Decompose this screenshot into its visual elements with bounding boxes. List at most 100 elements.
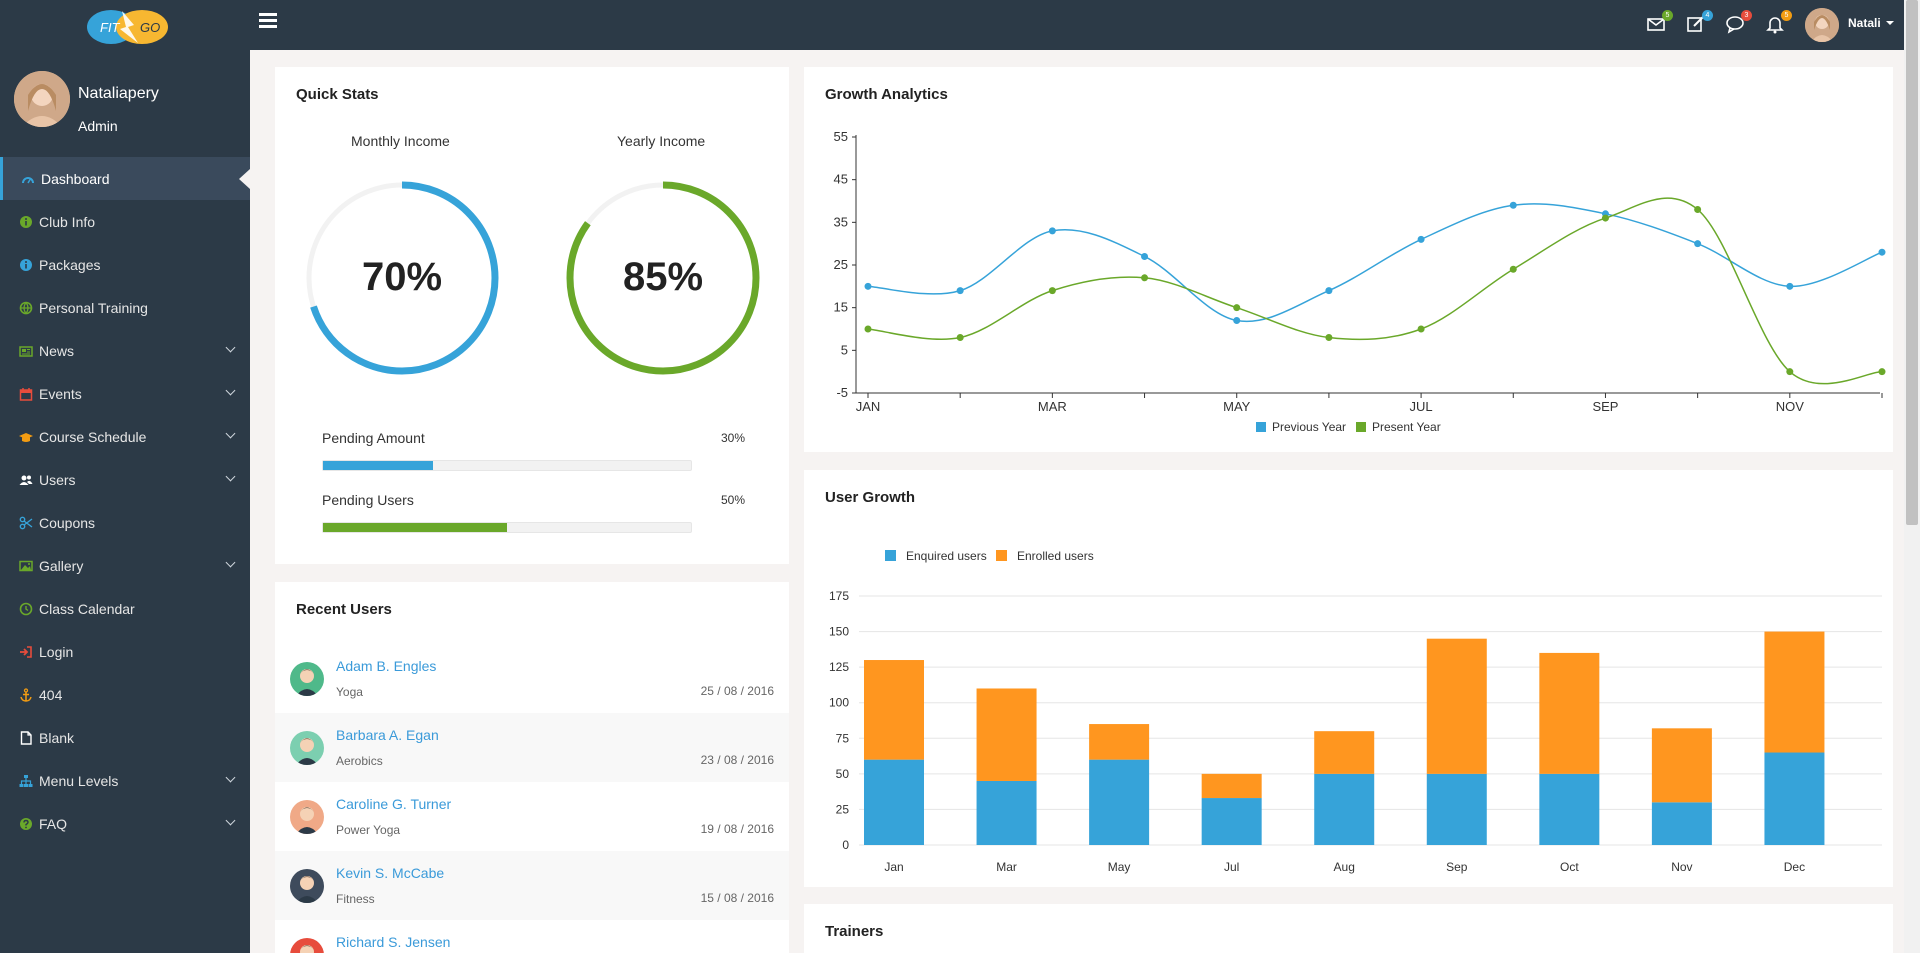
data-point-present-year[interactable] bbox=[864, 325, 872, 333]
y-tick-label: 75 bbox=[836, 731, 850, 745]
mail-icon[interactable]: 5 bbox=[1646, 10, 1673, 36]
bar-enquired-users[interactable] bbox=[1426, 773, 1487, 845]
bar-enquired-users[interactable] bbox=[1089, 759, 1150, 845]
sidebar-item-login[interactable]: Login bbox=[0, 630, 250, 673]
bar-enrolled-users[interactable] bbox=[976, 688, 1037, 781]
bar-enrolled-users[interactable] bbox=[1764, 631, 1825, 753]
data-point-present-year[interactable] bbox=[1141, 274, 1149, 282]
data-point-present-year[interactable] bbox=[1325, 334, 1333, 342]
chevron-down-icon[interactable] bbox=[225, 772, 236, 783]
data-point-present-year[interactable] bbox=[1694, 206, 1702, 214]
sidebar-item-label: Dashboard bbox=[41, 170, 110, 187]
data-point-previous-year[interactable] bbox=[1325, 287, 1333, 295]
sidebar-item-course-schedule[interactable]: Course Schedule bbox=[0, 415, 250, 458]
data-point-previous-year[interactable] bbox=[1878, 248, 1886, 256]
data-point-present-year[interactable] bbox=[1509, 265, 1517, 273]
sidebar-item-404[interactable]: 404 bbox=[0, 673, 250, 716]
bar-enrolled-users[interactable] bbox=[1201, 773, 1262, 799]
sidebar-item-coupons[interactable]: Coupons bbox=[0, 501, 250, 544]
user-row[interactable]: Barbara A. Egan Aerobics 23 / 08 / 2016 bbox=[275, 713, 789, 782]
legend-label-enrolled-users[interactable]: Enrolled users bbox=[1017, 549, 1094, 563]
scrollbar-thumb[interactable] bbox=[1906, 0, 1918, 525]
user-row[interactable]: Kevin S. McCabe Fitness 15 / 08 / 2016 bbox=[275, 851, 789, 920]
pending-amount-fill bbox=[323, 461, 434, 470]
bar-enquired-users[interactable] bbox=[1764, 752, 1825, 845]
chevron-down-icon[interactable] bbox=[225, 428, 236, 439]
series-line-previous-year bbox=[867, 203, 1883, 323]
bar-enquired-users[interactable] bbox=[1539, 773, 1600, 845]
bar-enquired-users[interactable] bbox=[976, 780, 1037, 845]
sidebar-item-users[interactable]: Users bbox=[0, 458, 250, 501]
top-username[interactable]: Natali bbox=[1848, 16, 1881, 30]
user-name-link[interactable]: Kevin S. McCabe bbox=[336, 865, 445, 881]
sidebar-item-faq[interactable]: FAQ bbox=[0, 802, 250, 845]
question-icon bbox=[19, 817, 33, 831]
data-point-present-year[interactable] bbox=[1878, 368, 1886, 376]
data-point-previous-year[interactable] bbox=[864, 282, 872, 290]
bar-enrolled-users[interactable] bbox=[1426, 638, 1487, 774]
sidebar-item-news[interactable]: News bbox=[0, 329, 250, 372]
sidebar-item-menu-levels[interactable]: Menu Levels bbox=[0, 759, 250, 802]
legend-label-present-year[interactable]: Present Year bbox=[1372, 420, 1441, 434]
edit-icon[interactable]: 4 bbox=[1686, 10, 1713, 36]
bar-enquired-users[interactable] bbox=[1201, 798, 1262, 845]
chevron-down-icon[interactable] bbox=[225, 342, 236, 353]
bar-enrolled-users[interactable] bbox=[1539, 652, 1600, 774]
chevron-down-icon[interactable] bbox=[225, 815, 236, 826]
data-point-present-year[interactable] bbox=[1417, 325, 1425, 333]
sidebar-item-gallery[interactable]: Gallery bbox=[0, 544, 250, 587]
bell-icon[interactable]: 5 bbox=[1765, 10, 1792, 36]
sidebar-item-personal-training[interactable]: Personal Training bbox=[0, 286, 250, 329]
data-point-present-year[interactable] bbox=[1786, 368, 1794, 376]
chevron-down-icon[interactable] bbox=[225, 557, 236, 568]
sidebar-item-packages[interactable]: Packages bbox=[0, 243, 250, 286]
bar-enquired-users[interactable] bbox=[1314, 773, 1375, 845]
legend-label-enquired-users[interactable]: Enquired users bbox=[906, 549, 987, 563]
user-name-link[interactable]: Barbara A. Egan bbox=[336, 727, 439, 743]
sidebar-item-label: 404 bbox=[39, 686, 63, 703]
chevron-down-icon[interactable] bbox=[225, 471, 236, 482]
data-point-previous-year[interactable] bbox=[1417, 235, 1425, 243]
user-avatar[interactable] bbox=[1805, 8, 1839, 42]
data-point-previous-year[interactable] bbox=[1694, 240, 1702, 248]
bar-enquired-users[interactable] bbox=[1651, 802, 1712, 845]
sidebar-item-dashboard[interactable]: Dashboard bbox=[0, 157, 250, 200]
x-tick-label: Jul bbox=[1224, 860, 1239, 874]
user-name-link[interactable]: Adam B. Engles bbox=[336, 658, 437, 674]
chevron-down-icon[interactable] bbox=[225, 385, 236, 396]
data-point-present-year[interactable] bbox=[956, 334, 964, 342]
sidebar-item-blank[interactable]: Blank bbox=[0, 716, 250, 759]
user-row[interactable]: Caroline G. Turner Power Yoga 19 / 08 / 20… bbox=[275, 782, 789, 851]
bar-enquired-users[interactable] bbox=[864, 759, 924, 845]
user-row[interactable]: Adam B. Engles Yoga 25 / 08 / 2016 bbox=[275, 644, 789, 713]
user-name-link[interactable]: Richard S. Jensen bbox=[336, 934, 451, 950]
menu-toggle-icon[interactable] bbox=[259, 13, 277, 31]
data-point-previous-year[interactable] bbox=[1233, 316, 1241, 324]
bar-enrolled-users[interactable] bbox=[1651, 728, 1712, 803]
data-point-previous-year[interactable] bbox=[1509, 201, 1517, 209]
data-point-present-year[interactable] bbox=[1601, 214, 1609, 222]
caret-down-icon[interactable] bbox=[1886, 21, 1894, 25]
data-point-previous-year[interactable] bbox=[1141, 252, 1149, 260]
bar-enrolled-users[interactable] bbox=[864, 660, 924, 760]
top-navbar: FIT GO 5 4 3 5 Natali bbox=[0, 0, 1920, 50]
legend-label-previous-year[interactable]: Previous Year bbox=[1272, 420, 1346, 434]
fitgo-logo[interactable]: FIT GO bbox=[84, 7, 170, 47]
chat-icon[interactable]: 3 bbox=[1725, 10, 1752, 36]
sidebar-item-club-info[interactable]: Club Info bbox=[0, 200, 250, 243]
bar-enrolled-users[interactable] bbox=[1089, 724, 1150, 760]
data-point-previous-year[interactable] bbox=[956, 287, 964, 295]
growth-analytics-chart: -5 5 15 25 35 45 55 JAN MAR MAY JUL SEP NOV Previous … bbox=[834, 129, 1886, 434]
data-point-previous-year[interactable] bbox=[1786, 282, 1794, 290]
sidebar-item-events[interactable]: Events bbox=[0, 372, 250, 415]
bar-enrolled-users[interactable] bbox=[1314, 731, 1375, 774]
page-scrollbar[interactable] bbox=[1904, 0, 1920, 953]
user-row[interactable]: Richard S. Jensen bbox=[275, 920, 789, 953]
user-row-avatar bbox=[290, 731, 324, 765]
data-point-present-year[interactable] bbox=[1048, 287, 1056, 295]
sidebar-item-label: Login bbox=[39, 643, 74, 660]
user-name-link[interactable]: Caroline G. Turner bbox=[336, 796, 452, 812]
sidebar-item-class-calendar[interactable]: Class Calendar bbox=[0, 587, 250, 630]
data-point-present-year[interactable] bbox=[1233, 304, 1241, 312]
data-point-previous-year[interactable] bbox=[1048, 227, 1056, 235]
